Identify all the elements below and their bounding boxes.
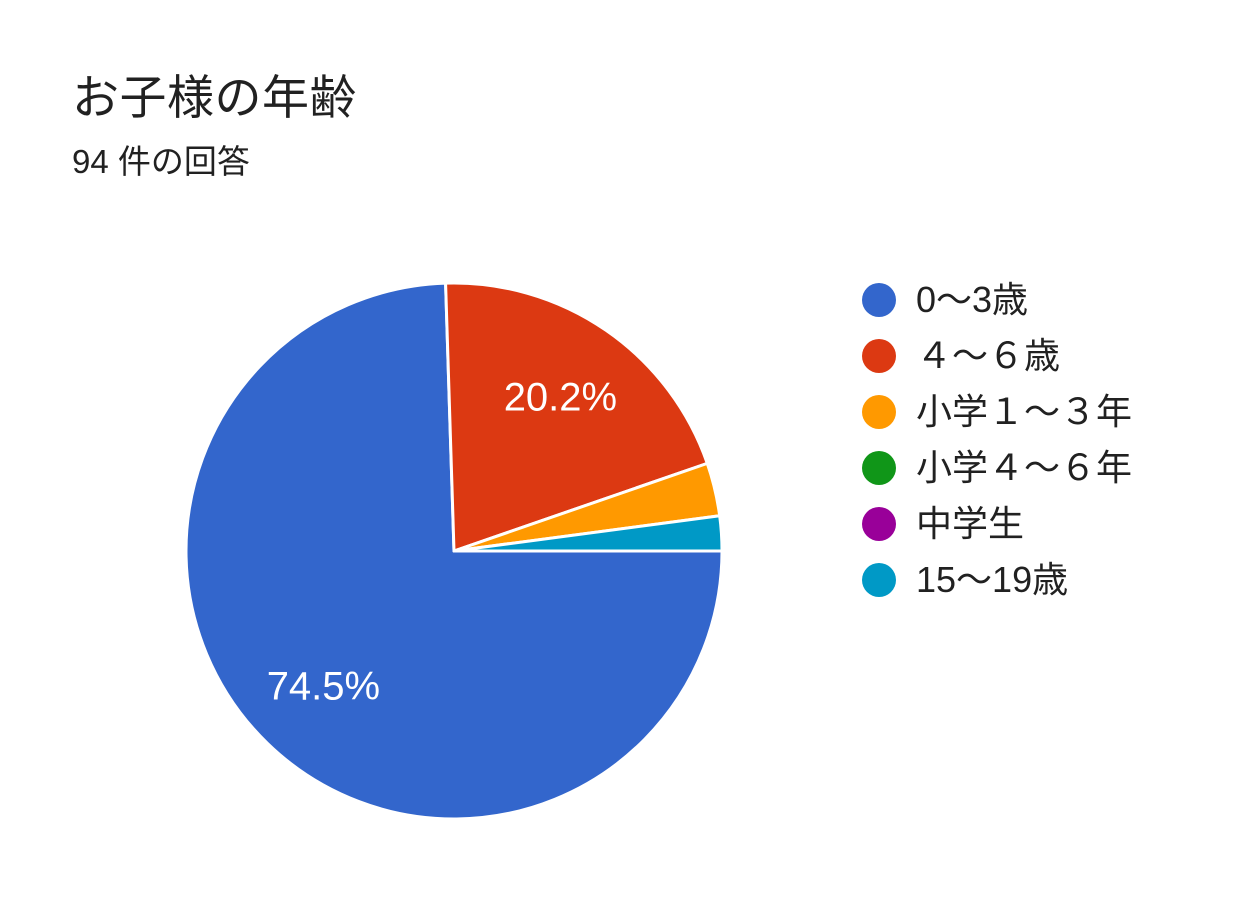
- legend-color-dot-icon: [862, 395, 896, 429]
- legend-color-dot-icon: [862, 283, 896, 317]
- legend-item-2: 小学１〜３年: [862, 384, 1132, 440]
- legend-color-dot-icon: [862, 507, 896, 541]
- legend-label: 中学生: [916, 503, 1025, 544]
- legend-color-dot-icon: [862, 339, 896, 373]
- legend-color-dot-icon: [862, 563, 896, 597]
- legend-label: 0〜3歳: [916, 279, 1029, 320]
- chart-legend: 0〜3歳 ４〜６歳小学１〜３年 小学４〜６年 中学生 15〜19歳: [862, 272, 1132, 608]
- response-count: 94 件の回答: [72, 143, 250, 180]
- legend-item-3: 小学４〜６年: [862, 440, 1132, 496]
- legend-item-0: 0〜3歳: [862, 272, 1132, 328]
- legend-item-1: ４〜６歳: [862, 328, 1132, 384]
- legend-label: 小学４〜６年: [916, 447, 1133, 488]
- legend-item-5: 15〜19歳: [862, 552, 1132, 608]
- legend-label: 小学１〜３年: [916, 391, 1133, 432]
- legend-color-dot-icon: [862, 451, 896, 485]
- chart-title: お子様の年齢: [72, 71, 357, 124]
- legend-label: ４〜６歳: [916, 335, 1061, 376]
- legend-item-4: 中学生: [862, 496, 1132, 552]
- pie-slice-percent-label: 74.5%: [267, 665, 380, 709]
- pie-slice-1[interactable]: [444, 281, 709, 553]
- pie-slice-percent-label: 20.2%: [504, 376, 617, 420]
- legend-label: 15〜19歳: [916, 559, 1069, 600]
- pie-slice-5[interactable]: [452, 514, 724, 553]
